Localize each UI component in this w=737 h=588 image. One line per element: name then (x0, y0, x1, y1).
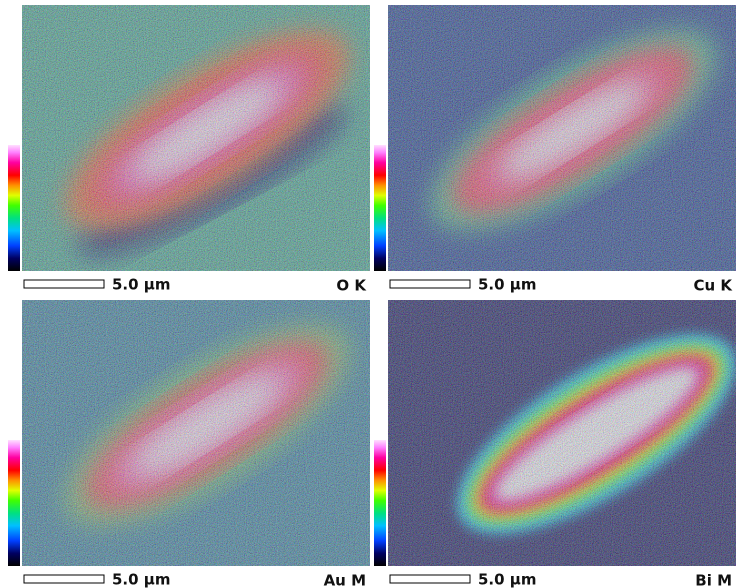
color-scale (374, 145, 386, 271)
element-map (388, 297, 737, 572)
scale-bar (24, 280, 104, 288)
color-scale (8, 145, 20, 271)
scale-bar (24, 575, 104, 583)
element-map (22, 0, 378, 277)
element-map (388, 0, 737, 271)
eds-map-figure: 5.0 µm O K 5.0 µm Cu K 5.0 µm Au M 5.0 µm Bi M (0, 0, 737, 588)
scale-bar-label: 5.0 µm (112, 276, 170, 294)
scale-bar-label: 5.0 µm (112, 571, 170, 588)
scale-bar (390, 280, 470, 288)
element-label: Au M (324, 572, 366, 588)
scale-bar-label: 5.0 µm (478, 276, 536, 294)
color-scale (8, 440, 20, 566)
element-label: Bi M (695, 572, 732, 588)
scale-bar (390, 575, 470, 583)
color-scale (374, 440, 386, 566)
element-map (22, 288, 378, 566)
element-label: O K (336, 277, 367, 295)
element-label: Cu K (693, 277, 733, 295)
scale-bar-label: 5.0 µm (478, 571, 536, 588)
